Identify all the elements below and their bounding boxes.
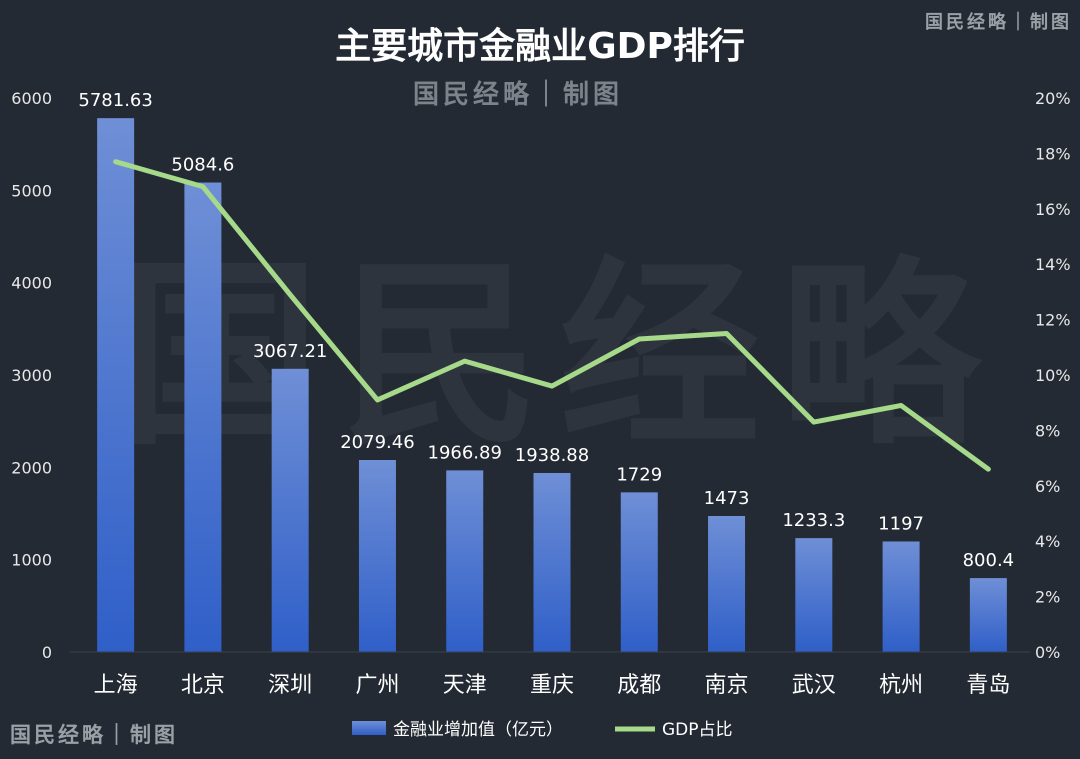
line-series — [113, 159, 991, 472]
bar — [620, 492, 658, 652]
x-tick-label: 南京 — [705, 673, 749, 698]
x-axis: 上海 北京 深圳 广州 天津 重庆 成都 南京 武汉 杭州 青岛 — [70, 651, 1030, 698]
bar-value-label: 800.4 — [963, 550, 1015, 571]
bar — [882, 541, 920, 652]
right-tick-label: 20% — [1035, 89, 1071, 108]
right-tick-label: 6% — [1035, 477, 1060, 496]
bar — [97, 118, 135, 652]
right-tick-label: 2% — [1035, 588, 1060, 607]
left-tick-label: 4000 — [11, 274, 52, 293]
legend-line-label: GDP占比 — [662, 720, 733, 740]
right-tick-label: 8% — [1035, 421, 1060, 440]
bar-value-label: 1473 — [704, 488, 750, 509]
bar-value-label: 1966.89 — [428, 442, 502, 463]
left-tick-label: 5000 — [11, 181, 52, 200]
right-tick-label: 10% — [1035, 366, 1071, 385]
bar-value-label: 1197 — [878, 513, 924, 534]
left-tick-label: 3000 — [11, 366, 52, 385]
x-tick-label: 武汉 — [792, 673, 836, 698]
x-tick-label: 青岛 — [966, 673, 1010, 698]
left-tick-label: 2000 — [11, 458, 52, 477]
credit-top-right: 国民经略｜制图 — [925, 12, 1072, 33]
bar-value-label: 1729 — [616, 464, 662, 485]
bar — [184, 182, 222, 653]
bar-series — [97, 118, 1007, 653]
bar-value-label: 5781.63 — [78, 90, 152, 111]
right-tick-label: 4% — [1035, 532, 1060, 551]
bar-value-label: 1233.3 — [782, 510, 845, 531]
x-tick-label: 深圳 — [268, 673, 312, 698]
x-tick-label: 北京 — [181, 673, 225, 698]
x-tick-label: 广州 — [355, 673, 399, 698]
right-tick-label: 14% — [1035, 255, 1071, 274]
credit-bottom-left: 国民经略｜制图 — [10, 722, 178, 747]
legend-bar-swatch — [352, 721, 386, 735]
legend-bar-label: 金融业增加值（亿元） — [393, 720, 563, 740]
bar-value-label: 5084.6 — [171, 155, 234, 176]
bar-value-label: 1938.88 — [515, 445, 589, 466]
right-tick-label: 12% — [1035, 311, 1071, 330]
bar — [708, 515, 746, 652]
right-tick-label: 0% — [1035, 643, 1060, 662]
bar — [446, 470, 484, 652]
bar-value-label: 3067.21 — [253, 341, 327, 362]
bar — [533, 472, 571, 652]
credit-under-title: 国民经略｜制图 — [413, 79, 623, 110]
left-y-axis: 0 1000 2000 3000 4000 5000 6000 — [11, 89, 52, 662]
x-tick-label: 重庆 — [530, 673, 574, 698]
left-tick-label: 6000 — [11, 89, 52, 108]
x-tick-label: 上海 — [94, 673, 138, 698]
right-y-axis: 0% 2% 4% 6% 8% 10% 12% 14% 16% 18% 20% — [1035, 89, 1071, 662]
bar-value-labels: 5781.63 5084.6 3067.21 2079.46 1966.89 1938.8… — [78, 90, 1014, 571]
x-tick-label: 杭州 — [879, 673, 923, 698]
x-tick-label: 成都 — [617, 673, 661, 698]
chart-title: 主要城市金融业GDP排行 — [335, 25, 745, 67]
bar — [795, 538, 833, 652]
bar — [969, 578, 1007, 652]
left-tick-label: 0 — [42, 643, 52, 662]
right-tick-label: 16% — [1035, 200, 1071, 219]
gdp-share-line — [113, 159, 991, 472]
bar-value-label: 2079.46 — [340, 432, 414, 453]
x-tick-label: 天津 — [443, 673, 487, 698]
bar — [358, 459, 396, 652]
legend: 金融业增加值（亿元） GDP占比 — [352, 720, 733, 740]
left-tick-label: 1000 — [11, 551, 52, 570]
watermark: 国民经略 — [120, 238, 1000, 473]
bar — [271, 368, 309, 652]
right-tick-label: 18% — [1035, 144, 1071, 163]
